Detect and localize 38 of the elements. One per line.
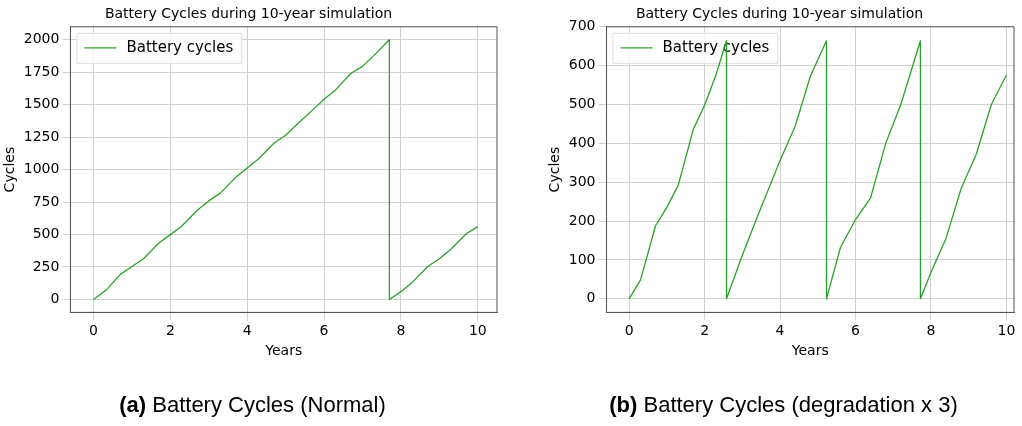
y-tick-label: 250 [32, 257, 60, 274]
chart-title: Battery Cycles during 10-year simulation [635, 5, 924, 22]
y-tick-label: 1500 [23, 95, 60, 112]
y-tick-label: 1250 [23, 127, 60, 144]
y-tick-label: 1750 [23, 62, 60, 79]
x-tick-label: 10 [997, 322, 1016, 339]
y-tick-label: 1000 [23, 160, 60, 177]
y-tick-label: 0 [586, 289, 596, 306]
text: (a) Battery Cycles (Normal) [118, 392, 387, 418]
x-tick-label: 2 [700, 322, 710, 339]
x-tick-label: 8 [926, 322, 936, 339]
x-tick-label: 10 [468, 322, 487, 339]
chart-title: Battery Cycles during 10-year simulation [104, 5, 393, 22]
x-tick-label: 8 [396, 322, 406, 339]
y-axis-title: Cycles [1, 146, 18, 193]
y-tick-label: 300 [568, 172, 596, 189]
x-tick-label: 2 [165, 322, 175, 339]
y-tick-label: 600 [568, 56, 596, 73]
y-axis-title: Cycles [546, 146, 563, 193]
x-axis-title: Years [790, 342, 829, 359]
x-axis-title: Years [264, 342, 303, 359]
y-tick-label: 100 [568, 250, 596, 267]
x-tick-label: 6 [851, 322, 861, 339]
y-tick-label: 0 [50, 290, 60, 307]
text: (b) Battery Cycles (degradation x 3) [608, 392, 959, 418]
x-tick-label: 0 [624, 322, 634, 339]
x-tick-label: 0 [89, 322, 98, 339]
y-tick-label: 750 [32, 192, 60, 209]
legend-label: Battery cycles [126, 37, 234, 56]
y-tick-label: 2000 [23, 30, 60, 47]
x-tick-label: 6 [319, 322, 329, 339]
y-tick-label: 500 [32, 225, 60, 242]
x-tick-label: 4 [242, 322, 252, 339]
y-tick-label: 700 [568, 17, 596, 34]
x-tick-label: 4 [775, 322, 785, 339]
y-tick-label: 400 [568, 134, 596, 151]
y-tick-label: 500 [568, 95, 596, 112]
y-tick-label: 200 [568, 211, 596, 228]
